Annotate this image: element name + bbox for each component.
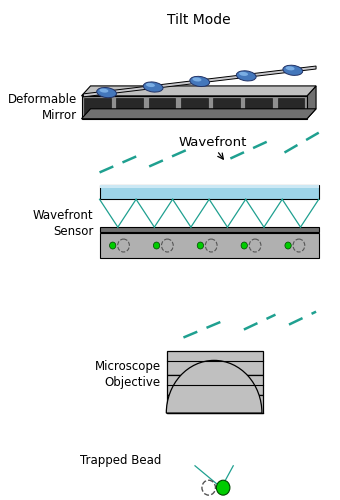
Ellipse shape: [146, 83, 155, 87]
Text: Wavefront
Sensor: Wavefront Sensor: [33, 208, 93, 238]
Ellipse shape: [97, 88, 117, 98]
Wedge shape: [166, 360, 262, 413]
Polygon shape: [100, 186, 319, 188]
Circle shape: [216, 480, 230, 495]
Circle shape: [197, 242, 204, 249]
FancyBboxPatch shape: [149, 98, 175, 116]
Ellipse shape: [190, 76, 209, 86]
Ellipse shape: [99, 88, 108, 92]
Polygon shape: [100, 186, 319, 200]
Circle shape: [153, 242, 160, 249]
FancyBboxPatch shape: [277, 98, 304, 116]
FancyBboxPatch shape: [116, 98, 143, 116]
FancyBboxPatch shape: [213, 98, 240, 116]
Text: Deformable
Mirror: Deformable Mirror: [8, 94, 77, 122]
FancyBboxPatch shape: [100, 227, 319, 232]
Ellipse shape: [236, 71, 256, 81]
Polygon shape: [82, 96, 307, 118]
FancyBboxPatch shape: [100, 233, 319, 258]
Ellipse shape: [143, 82, 163, 92]
Text: Microscope
Objective: Microscope Objective: [95, 360, 161, 389]
Polygon shape: [307, 86, 316, 118]
Ellipse shape: [192, 78, 202, 82]
Ellipse shape: [286, 66, 294, 70]
FancyBboxPatch shape: [245, 98, 272, 116]
Ellipse shape: [239, 72, 248, 76]
FancyBboxPatch shape: [167, 376, 263, 395]
FancyBboxPatch shape: [167, 395, 263, 413]
Text: Wavefront: Wavefront: [178, 136, 246, 149]
Polygon shape: [83, 66, 316, 97]
Circle shape: [109, 242, 116, 249]
FancyBboxPatch shape: [181, 98, 208, 116]
Ellipse shape: [283, 65, 303, 76]
FancyBboxPatch shape: [167, 352, 263, 376]
Circle shape: [241, 242, 248, 249]
Circle shape: [285, 242, 291, 249]
Text: Tilt Mode: Tilt Mode: [167, 14, 231, 28]
Polygon shape: [82, 109, 316, 118]
Polygon shape: [82, 86, 316, 96]
Text: Trapped Bead: Trapped Bead: [80, 454, 161, 468]
FancyBboxPatch shape: [84, 98, 111, 116]
